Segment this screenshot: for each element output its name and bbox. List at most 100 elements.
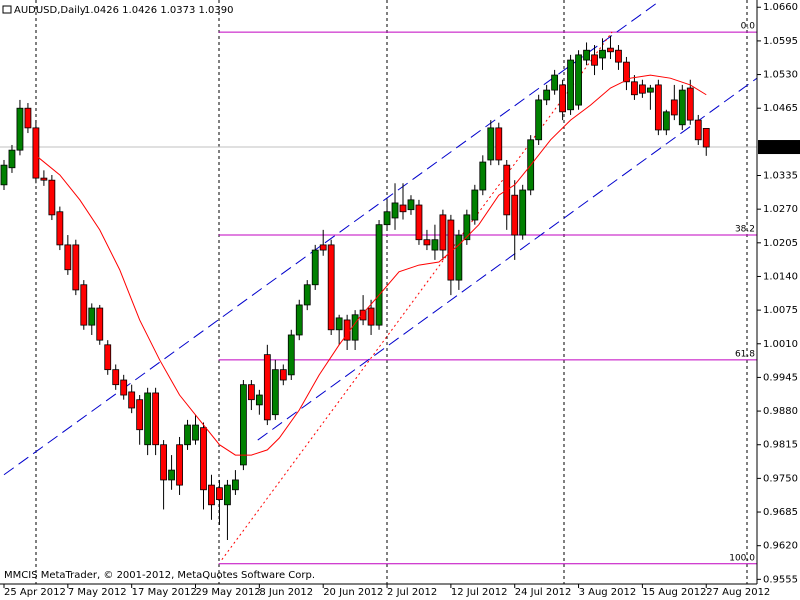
x-tick-label: 27 Aug 2012 (706, 587, 770, 598)
candle-body (128, 391, 136, 409)
candle-body (487, 127, 495, 161)
y-tick-label: 1.0465 (763, 103, 798, 114)
y-tick-label: 1.0010 (763, 339, 798, 350)
fibo-label: 61.8 (735, 349, 755, 359)
y-tick-label: 0.9945 (763, 372, 798, 383)
candle-body (192, 424, 199, 441)
candle-body (64, 244, 72, 271)
candle-body (407, 199, 415, 211)
candle-body (303, 284, 311, 306)
current-price-label: 1.0390 (763, 142, 798, 153)
x-tick-label: 2 Jul 2012 (387, 587, 437, 598)
y-tick-label: 0.9620 (763, 541, 798, 552)
ohlc-label: 1.0426 1.0426 1.0373 1.0390 (84, 5, 234, 16)
y-tick-label: 1.0335 (763, 171, 798, 182)
candle-body (447, 219, 455, 281)
candle-body (335, 317, 343, 331)
candle-body (551, 74, 559, 91)
x-tick-label: 7 May 2012 (68, 587, 127, 598)
candle-body (455, 234, 463, 281)
candle-body (463, 214, 471, 241)
moving-average (34, 74, 707, 456)
candle-body (615, 49, 622, 63)
candle-body (399, 204, 407, 213)
y-tick-label: 0.9750 (763, 473, 798, 484)
fibo-label: 38.2 (735, 225, 755, 235)
y-tick-label: 1.0270 (763, 204, 798, 215)
candle-body (375, 224, 383, 326)
x-tick-label: 3 Aug 2012 (579, 587, 637, 598)
candle-body (359, 309, 367, 321)
candle-body (239, 384, 247, 466)
candle-body (72, 244, 80, 291)
candle-body (136, 399, 144, 431)
plot-area: 0.0 38.2 61.8 100.0 (0, 2, 757, 565)
y-tick-label: 1.0660 (763, 2, 798, 13)
candle-body (208, 484, 215, 506)
candle-body (56, 211, 64, 246)
fibo-label: 0.0 (741, 22, 756, 32)
candle-body (575, 54, 582, 106)
candle-body (639, 84, 646, 94)
y-tick-label: 1.0140 (763, 271, 798, 282)
trendline (221, 31, 613, 560)
y-tick-label: 0.9815 (763, 440, 798, 451)
footer: MMCIS MetaTrader, © 2001-2012, MetaQuote… (4, 570, 315, 581)
candle-body (88, 307, 96, 326)
candle-body (327, 244, 335, 331)
candle-body (144, 392, 152, 446)
candle-body (80, 284, 88, 326)
candle-body (702, 127, 710, 148)
candle-body (423, 239, 431, 246)
x-tick-label: 15 Aug 2012 (642, 587, 706, 598)
y-tick-label: 0.9880 (763, 406, 798, 417)
candle-body (599, 49, 606, 59)
candle-body (351, 314, 359, 341)
y-tick-label: 1.0075 (763, 305, 798, 316)
x-tick-label: 8 Jun 2012 (259, 587, 313, 598)
x-tick-label: 12 Jul 2012 (451, 587, 508, 598)
y-tick-label: 0.9685 (763, 507, 798, 518)
candle-body (591, 54, 598, 66)
candle-body (104, 344, 112, 371)
candle-body (311, 249, 319, 286)
candle-body (623, 61, 630, 83)
symbol-icon (2, 5, 12, 14)
candle-body (583, 49, 590, 61)
candle-body (495, 127, 503, 161)
candle-body (48, 179, 56, 216)
candle-body (295, 304, 303, 336)
x-tick-label: 25 Apr 2012 (4, 587, 66, 598)
candle-body (40, 177, 48, 181)
candle-body (271, 369, 279, 416)
y-tick-label: 1.0595 (763, 36, 798, 47)
candle-body (247, 384, 255, 401)
candle-body (559, 84, 567, 113)
candle-body (631, 81, 638, 96)
candle-body (224, 484, 231, 506)
candle-body (511, 194, 519, 236)
y-tick-label: 0.9555 (763, 574, 798, 585)
candle-body (8, 149, 16, 169)
trendline (3, 2, 658, 476)
candle-body (694, 119, 702, 141)
candle-body (263, 354, 271, 421)
candle-body (670, 99, 678, 116)
candle-body (24, 107, 32, 129)
candle-body (160, 444, 167, 481)
candle-body (654, 84, 662, 131)
candle-body (176, 444, 183, 486)
candle-body (479, 161, 487, 191)
candle-body (0, 164, 8, 186)
candle-body (255, 394, 263, 406)
candle-body (32, 127, 40, 179)
candle-body (152, 392, 160, 446)
candle-body (535, 99, 543, 141)
candle-body (367, 307, 375, 326)
candle-body (678, 89, 686, 126)
candle-body (168, 469, 175, 481)
x-tick-label: 24 Jul 2012 (515, 587, 572, 598)
trendline (257, 77, 757, 441)
